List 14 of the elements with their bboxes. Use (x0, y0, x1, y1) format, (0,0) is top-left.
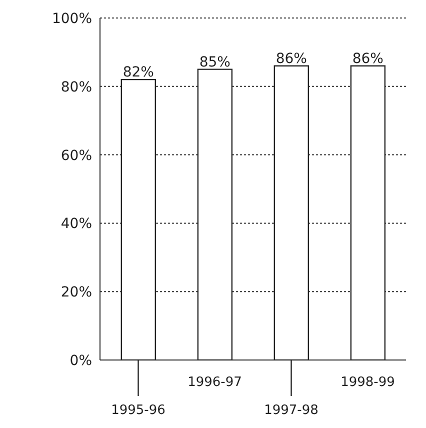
x-tick-label: 1998-99 (340, 375, 395, 390)
x-tick-label: 1996-97 (188, 375, 242, 390)
x-tick-label: 1997-98 (264, 403, 318, 418)
y-tick-label: 60% (60, 148, 92, 164)
y-tick-label: 40% (60, 216, 92, 232)
y-tick-label: 20% (60, 284, 92, 301)
data-label: 86% (276, 50, 307, 67)
data-label: 85% (199, 54, 230, 70)
y-tick-label: 100% (52, 10, 92, 27)
x-tick-label: 1995-96 (111, 403, 166, 418)
y-tick-label: 80% (60, 79, 92, 96)
data-label: 82% (122, 64, 154, 81)
data-label: 86% (352, 50, 384, 67)
y-tick-label: 0% (70, 352, 92, 369)
